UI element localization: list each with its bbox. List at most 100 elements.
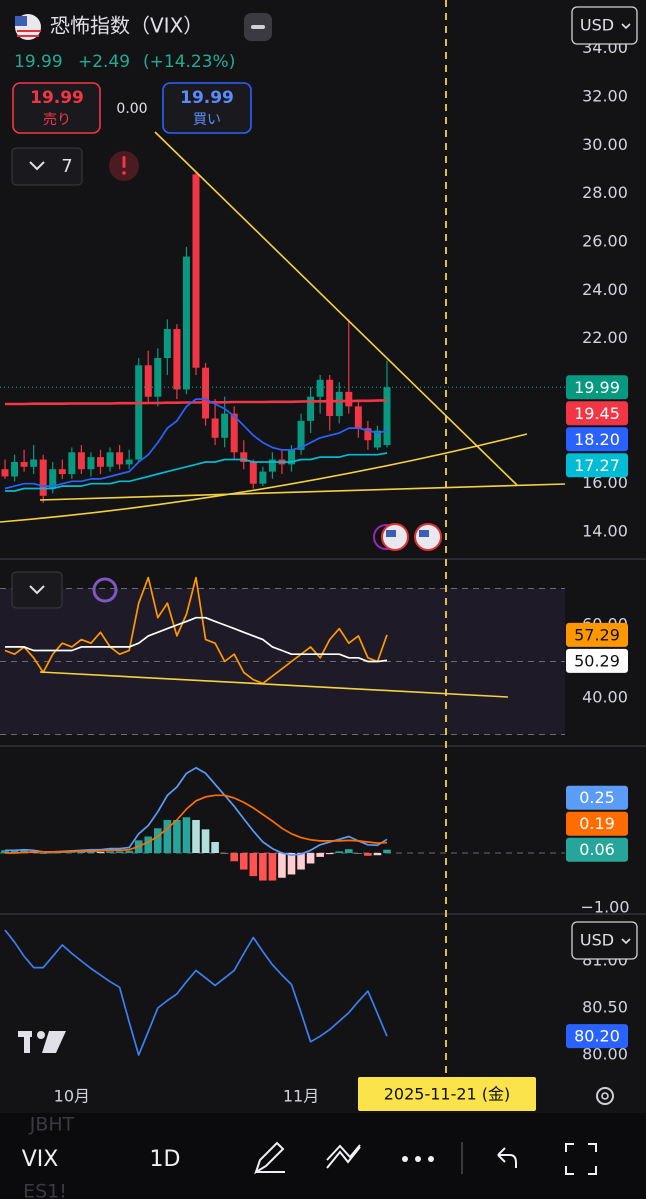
chevron-icon [29, 585, 45, 595]
sync-icon[interactable] [92, 577, 118, 603]
draw-button[interactable] [254, 1141, 285, 1175]
currency-label: USD [580, 931, 614, 950]
histogram-bar [77, 851, 86, 854]
chevron-icon [621, 938, 631, 945]
trend-line [39, 483, 566, 501]
candle-body [373, 430, 381, 448]
currency-button[interactable] [571, 6, 638, 45]
candle-body [30, 459, 38, 467]
trend-curve [0, 433, 528, 523]
settings-button[interactable] [596, 1087, 614, 1105]
histogram-bar [316, 853, 324, 857]
candle-body [354, 406, 362, 429]
histogram-bar [278, 853, 286, 878]
series-line [5, 452, 388, 492]
histogram-bar [287, 853, 296, 875]
flag [419, 530, 429, 537]
pane-separator [0, 913, 646, 915]
histogram-bar [268, 853, 277, 881]
sell-button[interactable] [12, 82, 101, 134]
candle-body [288, 449, 295, 465]
candle-body [135, 365, 143, 460]
more-button[interactable] [402, 1156, 434, 1162]
candle-body [307, 396, 315, 421]
price-badge-label: 17.27 [574, 456, 620, 475]
tools-button[interactable] [326, 1144, 361, 1169]
y-tick-label: 30.00 [582, 135, 628, 154]
logo [18, 1031, 66, 1053]
price-badge-label: 18.20 [574, 430, 620, 449]
histogram-bar [239, 853, 248, 870]
trend-line [39, 671, 509, 698]
price-badge [566, 837, 628, 862]
candle-body [297, 420, 305, 450]
histogram-bar [249, 853, 258, 877]
currency-button[interactable] [571, 921, 638, 960]
price-badge-label: 80.20 [574, 1027, 620, 1046]
buy-button[interactable] [162, 82, 252, 134]
candle-body [182, 256, 190, 390]
candle-body [1, 469, 9, 477]
chevron-icon [29, 161, 45, 171]
candle-body [230, 413, 238, 453]
spread: 0.00 [116, 101, 147, 117]
minus-icon [251, 25, 265, 29]
fullscreen-button[interactable] [565, 1143, 597, 1175]
pane-toggle[interactable] [11, 571, 63, 609]
candle-body [163, 329, 171, 359]
change: +2.49 [78, 52, 130, 72]
flag [386, 530, 396, 537]
price-badge [566, 622, 628, 647]
indicators-toggle[interactable] [11, 147, 83, 186]
undo-button[interactable] [497, 1147, 517, 1168]
candle-body [211, 418, 219, 438]
histogram-bar [259, 853, 267, 881]
event-icons [373, 523, 442, 551]
candle-body [20, 461, 28, 467]
interval-button[interactable]: 1D [150, 1147, 181, 1172]
price-badge-label: 0.19 [579, 814, 615, 833]
histogram-bar [10, 850, 19, 854]
axis-labels: 14.0016.0018.0020.0022.0024.0026.0028.00… [54, 38, 630, 1105]
candle-body [202, 367, 210, 419]
price-badge [566, 453, 628, 478]
histogram-bar [192, 820, 200, 854]
series-line [5, 794, 388, 854]
candle-body [221, 413, 229, 438]
x-tick-label: 11月 [283, 1087, 319, 1106]
dot [402, 1156, 408, 1162]
candle-body [240, 452, 248, 462]
histogram-bar [211, 842, 219, 854]
histogram-bar [220, 853, 229, 854]
candle-body [49, 469, 57, 489]
logo-part [24, 1031, 30, 1053]
histogram-bar [125, 850, 133, 854]
histogram-bar [201, 829, 210, 854]
candle-body [116, 452, 124, 465]
marks-layer [0, 171, 565, 1056]
flag [15, 16, 27, 26]
price-badge-label: 50.29 [574, 651, 620, 670]
warning-icon [122, 171, 126, 175]
candle-body [87, 457, 95, 470]
y-tick-label: 14.00 [582, 522, 628, 541]
histogram-bar [48, 853, 57, 854]
crosshair-date-box [358, 1077, 536, 1111]
candle-body [345, 391, 353, 407]
histogram-bar [325, 853, 334, 855]
price-badge [566, 648, 628, 673]
candle-body [144, 365, 152, 397]
warning-icon [122, 156, 126, 168]
candle-body [154, 358, 162, 397]
sell-price: 19.99 [30, 88, 84, 108]
price-badge [566, 375, 628, 400]
histogram-bar [230, 853, 238, 862]
chevron-icon [621, 23, 631, 30]
separator [461, 1142, 463, 1174]
series-line [5, 399, 388, 406]
symbol-button[interactable]: VIX [22, 1147, 59, 1172]
trend-line [154, 131, 518, 486]
sell-label: 売り [43, 112, 71, 128]
crosshair-date: 2025-11-21 (金) [384, 1085, 511, 1104]
series-line [4, 929, 388, 1056]
